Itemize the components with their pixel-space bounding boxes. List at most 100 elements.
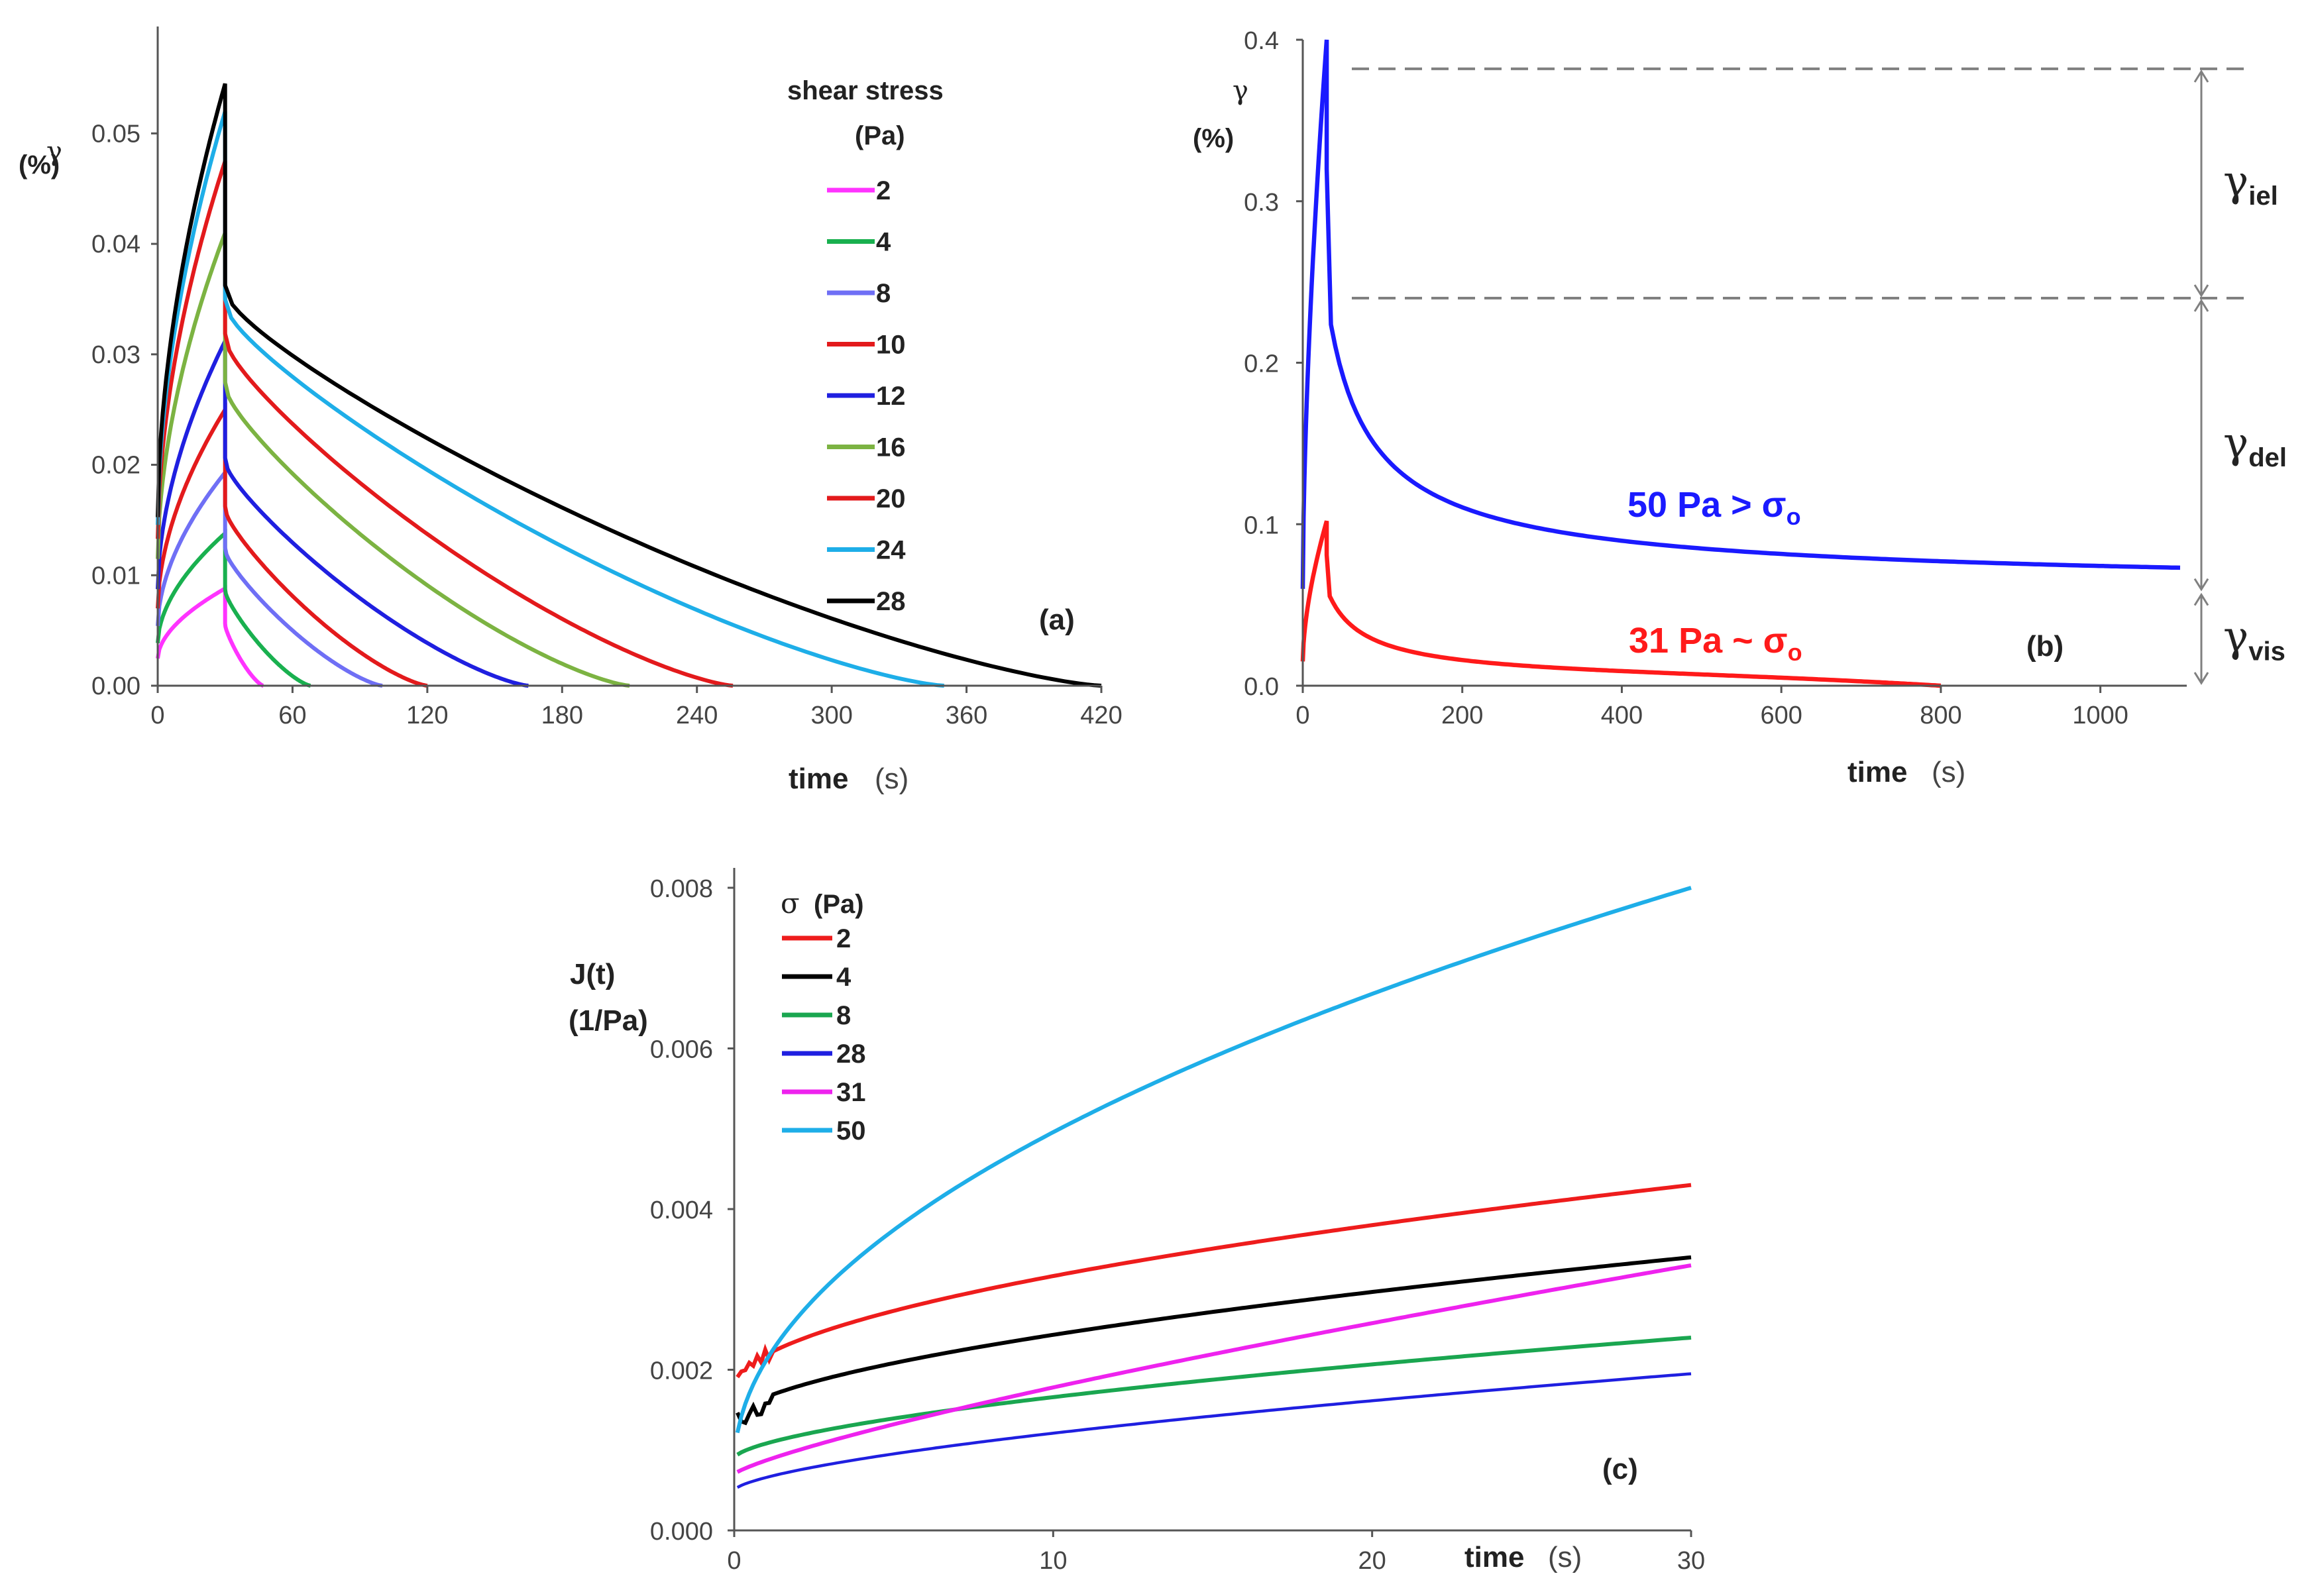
panel-a-x-tick-label: 180 [541,702,583,729]
panel-b-y-label: γ [1233,76,1248,106]
panel-b: 0 200 400 600 800 1000 0.0 0.1 0.2 0.3 0.4 γiel γd… [1193,27,2287,788]
panel-c-label: (c) [1602,1453,1638,1485]
panel-b-bracket-arrow-top [2193,299,2209,312]
panel-c-legend-label-8: 8 [836,1001,851,1030]
panel-b-label: (b) [2026,630,2063,663]
panel-b-x-ticks: 0 200 400 600 800 1000 [1295,686,2128,729]
panel-a-y-tick-label: 0.04 [91,231,140,258]
panel-c-series-2-line [736,1183,1692,1379]
panel-a-legend-label-24: 24 [876,536,906,565]
panel-b-y-tick-label: 0.0 [1244,673,1279,701]
panel-a-y-tick-label: 0.02 [91,452,140,480]
panel-b-bracket-arrow-bottom [2193,578,2209,592]
panel-a-series-10-line [156,402,428,688]
panel-a-y-tick-label: 0.01 [91,562,140,590]
panel-c-legend-unit: (Pa) [814,890,864,919]
panel-c-x-ticks: 0 10 20 30 [727,1530,1705,1575]
panel-a-legend-label-10: 10 [876,331,906,360]
panel-c-legend: 2 4 8 28 31 50 [782,924,866,1145]
panel-b-brackets: γiel γdel γvis [2193,70,2287,685]
panel-b-x-unit: (s) [1932,756,1965,788]
panel-c-curves [735,886,1692,1489]
panel-c-legend-label-2: 2 [836,924,851,953]
panel-a-y-label: γ [46,136,62,167]
panel-b-curves [1300,39,2181,688]
panel-a-series-16-line [156,232,630,688]
panel-a-y-ticks: 0.00 0.01 0.02 0.03 0.04 0.05 [91,120,158,700]
panel-a-x-tick-label: 120 [406,702,448,729]
panel-a-legend-label-8: 8 [876,279,891,308]
panel-a-series-28-line [156,83,1102,688]
panel-c-y-tick-label: 0.000 [650,1518,713,1546]
panel-a-x-label: time [789,763,848,795]
panel-c-legend-label-4: 4 [836,963,852,992]
panel-b-annotation-31: 31 Pa ~ σo [1629,621,1802,666]
panel-a-series-12-line [156,340,529,688]
panel-c-legend-title: σ [781,887,800,920]
panel-a-series-2-line [156,585,264,688]
panel-a-x-tick-label: 360 [946,702,987,729]
panel-b-x-tick-label: 800 [1920,702,1961,729]
panel-c-x-label: time [1464,1541,1524,1573]
panel-c-x-tick-label: 20 [1358,1547,1386,1575]
panel-c-legend-label-50: 50 [836,1116,866,1145]
panel-b-bracket-label-vis: γvis [2223,612,2285,666]
panel-a-legend-label-12: 12 [876,382,906,411]
panel-a-x-tick-label: 240 [676,702,718,729]
panel-b-bracket-arrow-top [2193,592,2209,606]
panel-b-dashed-levels [1352,67,2253,299]
panel-b-y-unit: (%) [1193,124,1234,153]
panel-a-x-unit: (s) [875,763,908,795]
panel-c-y-tick-label: 0.006 [650,1036,713,1064]
panel-b-y-tick-label: 0.2 [1244,350,1279,378]
panel-b-x-tick-label: 600 [1760,702,1802,729]
panel-a-x-tick-label: 300 [810,702,852,729]
panel-b-x-tick-label: 0 [1295,702,1309,729]
panel-a-legend-label-28: 28 [876,587,906,616]
panel-a-series-20-line [156,160,734,688]
panel-b-series-50-line [1300,39,2181,589]
panel-b-y-ticks: 0.0 0.1 0.2 0.3 0.4 [1244,27,1303,701]
panel-c-legend-label-31: 31 [836,1078,866,1107]
panel-c-x-tick-label: 30 [1677,1547,1705,1575]
panel-c-y-tick-label: 0.004 [650,1197,713,1224]
panel-a-x-tick-label: 420 [1080,702,1122,729]
panel-a-legend-label-16: 16 [876,433,906,462]
panel-c-x-unit: (s) [1548,1541,1582,1573]
panel-c-series-50-line [735,886,1692,1434]
panel-c-series-31-line [736,1263,1692,1474]
panel-c-series-8-line [736,1336,1692,1457]
panel-c-y-label: J(t) [570,958,615,990]
panel-a-curves [156,83,1102,688]
panel-c-x-tick-label: 10 [1039,1547,1067,1575]
panel-a-legend-label-20: 20 [876,484,906,513]
panel-c-y-tick-label: 0.008 [650,875,713,903]
panel-c-y-ticks: 0.000 0.002 0.004 0.006 0.008 [650,875,734,1546]
panel-b-x-tick-label: 1000 [2072,702,2128,729]
panel-a-legend-label-2: 2 [876,176,891,205]
panel-a-legend-title: shear stress [787,76,944,105]
panel-b-y-tick-label: 0.3 [1244,189,1279,217]
panel-b-bracket-label-del: γdel [2223,419,2287,472]
panel-a: 0 60 120 180 240 300 360 420 0.00 0.01 0.02 0.03 0.… [19,27,1123,795]
panel-c-series-4-line [736,1255,1692,1426]
panel-a-y-unit: (%) [19,150,60,180]
panel-a-x-tick-label: 0 [150,702,164,729]
panel-b-bracket-arrow-top [2193,70,2209,83]
panel-b-x-tick-label: 200 [1441,702,1483,729]
panel-c-y-tick-label: 0.002 [650,1357,713,1385]
panel-a-x-ticks: 0 60 120 180 240 300 360 420 [150,686,1123,729]
panel-c-x-tick-label: 0 [727,1547,741,1575]
panel-b-x-tick-label: 400 [1601,702,1643,729]
panel-a-y-tick-label: 0.03 [91,341,140,369]
panel-c-y-unit: (1/Pa) [569,1004,648,1037]
panel-a-y-tick-label: 0.00 [91,672,140,700]
panel-b-bracket-arrow-bottom [2193,284,2209,297]
panel-c-legend-label-28: 28 [836,1039,866,1069]
panel-a-x-tick-label: 60 [278,702,306,729]
panel-b-bracket-label-iel: γiel [2223,157,2278,211]
panel-a-series-8-line [156,466,383,688]
panel-a-legend-unit: (Pa) [855,121,905,150]
